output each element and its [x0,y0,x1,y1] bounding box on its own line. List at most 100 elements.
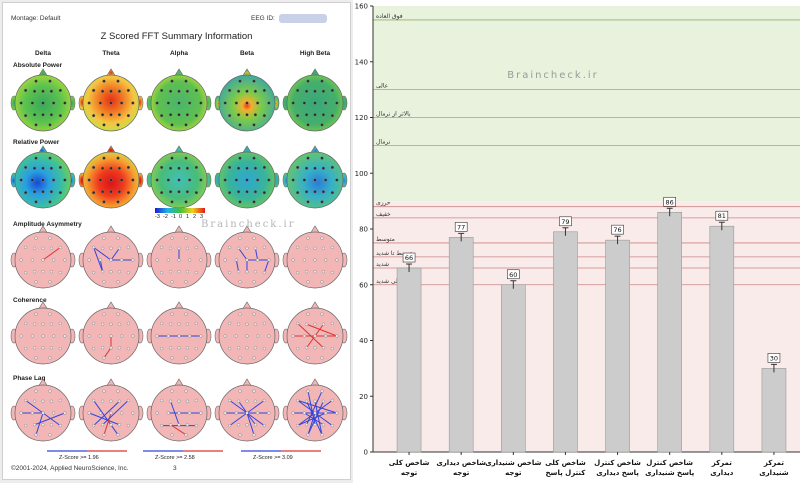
electrode-dot [170,356,174,360]
electrode-dot [245,423,249,427]
head-map-r0-c2 [146,68,212,132]
electrode-dot [117,190,121,194]
electrode-dot [48,123,52,127]
electrode-dot [109,246,113,250]
electrode-dot [253,246,257,250]
electrode-dot [100,113,105,117]
electrode-dot [49,270,53,274]
head-map-r3-c0 [10,301,76,365]
electrode-dot [109,113,113,117]
electrode-dot [34,236,38,240]
electrode-dot [184,200,188,204]
colorbar-label: 1 [186,214,190,220]
band-header-alpha: Alpha [169,50,189,57]
electrode-dot [320,433,324,437]
head-map-r2-c1 [78,225,144,289]
electrode-dot [223,258,227,262]
x-category-label-line: توجه [505,469,522,477]
electrode-dot [194,321,198,325]
electrode-dot [321,322,325,326]
value-label: 60 [509,271,517,279]
x-category-label: شاخص دیداری توجه [436,459,486,477]
electrode-dot [321,246,325,250]
electrode-dot [155,178,159,182]
x-category-label-line: شاخص کلی [389,459,430,467]
electrode-dot [313,411,317,415]
head-map-r3-c3 [214,301,280,365]
value-label-box [402,252,416,263]
electrode-dot [49,166,53,170]
electrode-dot [262,88,266,92]
electrode-dot [330,424,334,428]
electrode-dot [194,191,198,195]
electrode-dot [188,258,192,262]
electrode-dot [117,322,121,326]
x-category-label-line: پاسخ دیداری [596,469,639,477]
zone-label: فوق العاده [376,13,403,20]
electrode-dot [52,101,56,105]
electrode-dot [238,433,242,437]
electrode-dot [30,258,34,262]
electrode-dot [184,156,188,160]
bar [448,237,474,453]
electrode-dot [160,113,164,118]
electrode-dot [253,399,257,403]
x-category-label: شاخص کنترل پاسخ شنیداری [645,459,694,477]
electrode-dot [41,178,45,182]
electrode-dot [253,190,257,194]
montage-label: Montage: [11,15,39,22]
row-title-coherence: Coherence [13,297,47,304]
electrode-dot [58,347,62,351]
electrode-dot [321,113,325,117]
electrode-dot [305,399,309,403]
eeg-id-label: EEG ID: [251,15,275,22]
electrode-dot [199,178,203,182]
electrode-dot [33,113,37,117]
electrode-dot [58,245,62,249]
electrode-dot [170,156,174,160]
electrode-dot [41,89,45,93]
electrode-dot [313,423,317,427]
head-map-r1-c3 [214,145,280,209]
electrode-dot [306,123,310,127]
electrode-dot [41,246,45,250]
connection-line [297,412,326,427]
electrode-dot [330,398,334,402]
electrode-dot [185,89,189,93]
electrode-dot [49,113,53,117]
electrode-dot [58,113,62,118]
electrode-dot [24,424,28,428]
electrode-dot [321,190,325,194]
connection-line [306,323,338,337]
electrode-dot [131,411,135,415]
electrode-dot [49,346,53,350]
electrode-dot [30,178,34,182]
electrode-dot [324,258,328,262]
value-label: 76 [613,226,621,234]
electrode-dot [188,101,192,105]
electrode-dot [302,258,306,262]
zone-label: متوسط [376,236,395,243]
electrode-dot [34,433,38,437]
electrode-dot [185,166,189,170]
electrode-dot [245,166,249,170]
electrode-dot [296,321,300,325]
connection-line [93,246,112,261]
electrode-dot [267,178,271,182]
electrode-dot [324,101,328,105]
colorbar-label: 0 [179,214,183,220]
electrode-dot [120,101,124,105]
electrode-dot [117,166,121,170]
electrode-dot [296,424,300,428]
electrode-dot [41,411,45,415]
electrode-dot [100,399,105,403]
head-map-r4-c2 [146,378,212,442]
electrode-dot [58,424,62,428]
electrode-dot [194,113,198,118]
electrode-dot [98,411,102,415]
electrode-dot [34,389,38,393]
electrode-dot [98,334,102,338]
electrode-dot [335,101,339,105]
electrode-dot [306,389,310,393]
electrode-dot [102,280,106,284]
